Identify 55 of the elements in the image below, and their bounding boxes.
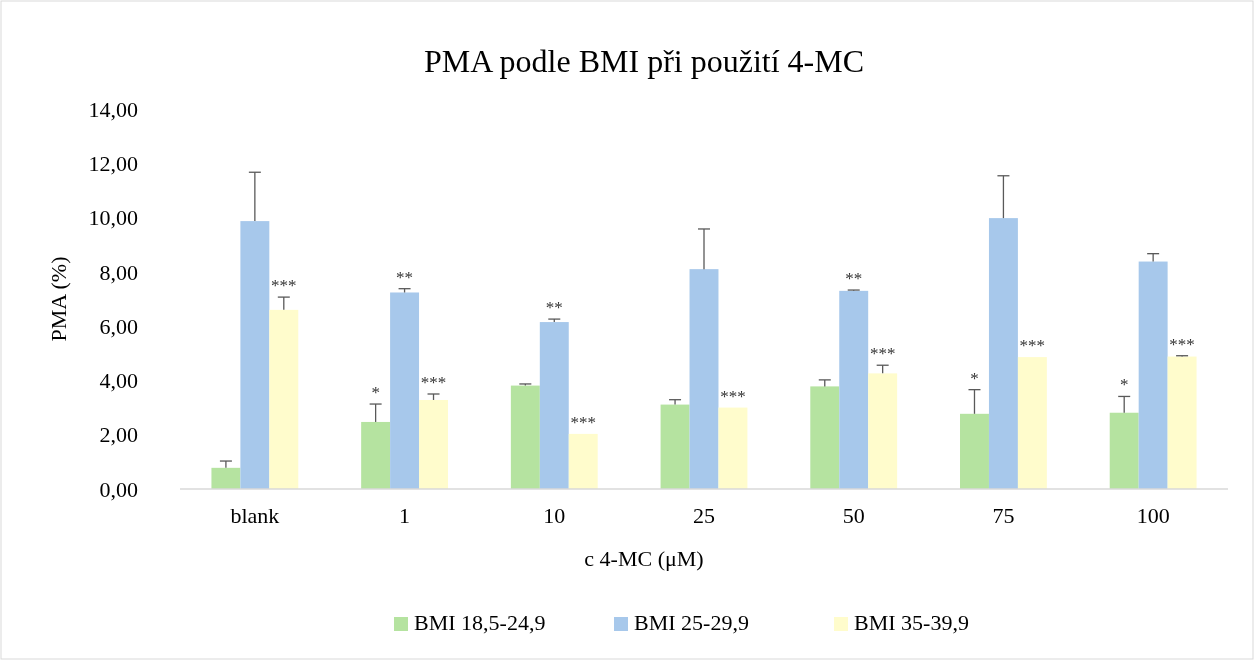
- y-tick-label: 6,00: [99, 313, 138, 339]
- bar: [868, 373, 898, 489]
- bar: [211, 467, 241, 489]
- x-axis-title: c 4-MC (μM): [584, 546, 704, 571]
- data-label: ***: [1169, 334, 1195, 354]
- data-label: ***: [570, 412, 596, 432]
- y-tick-label: 2,00: [99, 422, 138, 448]
- y-tick-label: 8,00: [99, 259, 138, 285]
- data-label: **: [396, 267, 414, 287]
- bar: [660, 404, 690, 489]
- data-label: *: [1119, 375, 1129, 395]
- y-tick-label: 10,00: [88, 205, 138, 231]
- bar: [839, 290, 869, 489]
- bar: [539, 322, 569, 489]
- data-label: **: [545, 298, 563, 318]
- x-tick-label: 10: [543, 503, 566, 528]
- bar: [1167, 356, 1197, 489]
- x-tick-label: 100: [1136, 503, 1170, 528]
- data-label: ***: [1019, 336, 1046, 356]
- y-tick-label: 12,00: [88, 150, 138, 176]
- bar: [510, 385, 540, 489]
- data-label: *: [970, 368, 979, 388]
- x-tick-label: 1: [399, 503, 411, 528]
- data-label: ***: [420, 373, 447, 392]
- bar: [269, 309, 299, 489]
- data-label: ***: [720, 386, 746, 406]
- x-tick-label: 50: [842, 503, 865, 528]
- legend-label: BMI 18,5-24,9: [414, 610, 546, 635]
- bar: [419, 399, 448, 489]
- y-tick-label: 0,00: [99, 476, 138, 502]
- chart-title: PMA podle BMI při použití 4-MC: [423, 43, 865, 79]
- y-axis-title: PMA (%): [46, 256, 71, 342]
- x-tick-label: 25: [693, 503, 715, 528]
- legend-label: BMI 35-39,9: [854, 610, 969, 635]
- bar: [568, 433, 598, 489]
- data-label: **: [845, 269, 863, 289]
- x-tick-label: 75: [992, 503, 1015, 528]
- legend-label: BMI 25-29,9: [634, 610, 749, 635]
- bar: [810, 386, 840, 489]
- data-label: *: [371, 383, 380, 403]
- bar: [718, 407, 748, 489]
- y-tick-label: 14,00: [88, 96, 138, 122]
- data-label: ***: [869, 344, 896, 364]
- bar: [1109, 412, 1139, 489]
- bar: [390, 292, 420, 489]
- y-tick-label: 4,00: [99, 368, 138, 394]
- bar: [240, 221, 270, 489]
- bar: [361, 421, 391, 489]
- bar: [1138, 261, 1168, 489]
- bar: [960, 413, 989, 489]
- bar: [988, 218, 1018, 489]
- data-label: ***: [271, 276, 297, 296]
- bar: [1017, 357, 1047, 489]
- x-tick-label: blank: [230, 503, 280, 528]
- bar: [689, 269, 719, 489]
